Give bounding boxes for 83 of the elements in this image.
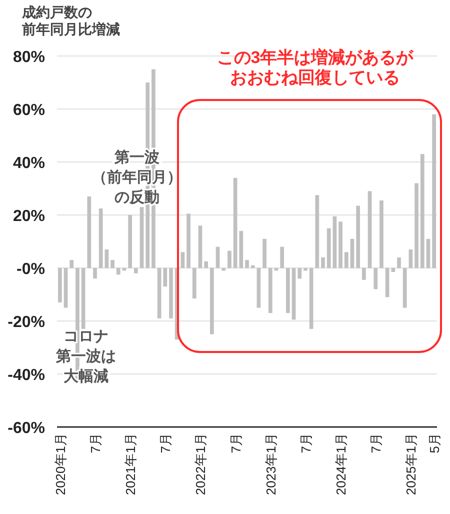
bar [338,222,342,268]
bar [116,268,120,275]
y-tick-label: 40% [12,155,45,172]
bar [81,268,86,329]
bar [414,183,418,268]
bar [280,246,284,268]
bar [350,238,354,268]
x-tick-label: 2020年1月 [52,433,68,496]
bar [309,268,314,329]
bar [368,191,372,268]
bar [321,257,325,268]
bar [58,268,62,302]
bar [380,200,384,268]
bar [104,249,109,268]
bar [315,195,320,268]
x-tick-label: 2025年1月 [404,433,419,496]
y-tick-label: -40% [8,367,45,384]
bar [426,238,430,268]
bar [228,250,232,268]
x-tick-label: 7月 [228,433,244,454]
bar [233,178,238,268]
bar [192,268,196,298]
bar [402,268,407,308]
bar [180,252,185,268]
bar [204,261,208,268]
x-tick-label: 7月 [88,433,103,454]
bar [362,268,366,280]
bar [222,268,226,271]
bar [110,260,114,268]
bar [408,249,413,268]
bar [70,260,74,268]
bar [216,246,220,268]
x-tick-label: 2022年1月 [193,433,208,496]
bar [356,206,360,268]
bar [256,268,261,308]
bar [64,268,68,308]
x-tick-label: 2023年1月 [263,433,278,496]
x-tick-label: 2021年1月 [123,433,138,496]
annotation: 第一波（前年同月）の反動 [92,149,182,206]
bar [169,268,173,318]
bar [250,265,255,268]
y-tick-label: 80% [12,49,45,66]
annotation: この3年半は増減があるがおおむね回復している [216,47,414,87]
bar [391,268,396,272]
y-tick-label: 60% [12,102,45,119]
x-tick-label: 7月 [368,433,384,454]
annotation: コロナ第一波は大幅減 [55,328,116,385]
bar [298,268,302,279]
bar [210,268,214,334]
bar [385,268,390,298]
x-tick-label: 7月 [298,433,314,454]
bar [128,215,132,268]
bar [332,216,337,268]
y-axis-title: 成約戸数の前年同月比増減 [21,4,120,37]
bar [268,268,272,314]
bar [432,114,436,268]
bar [344,252,348,268]
bar [245,260,249,268]
bar [140,207,144,268]
bar [239,230,244,268]
bar [134,268,138,274]
x-tick-label: 7月 [158,433,174,454]
bar [304,268,308,271]
bar [198,226,202,268]
bar [374,268,378,290]
bar [420,154,424,268]
bar [157,268,162,318]
x-tick-label: 5月 [427,433,442,454]
bar [262,238,266,268]
bar [397,257,401,268]
bar [87,196,92,268]
y-tick-label: 20% [12,208,45,225]
bar [186,214,190,268]
bar [163,268,168,287]
x-tick-label: 2024年1月 [334,433,349,496]
y-tick-label: -20% [8,314,45,331]
y-tick-label: -0% [16,261,45,278]
bar [93,268,97,279]
y-tick-label: -60% [8,420,45,437]
bar [292,268,296,320]
bar [98,208,103,268]
bar [286,268,290,314]
bar [326,228,331,268]
